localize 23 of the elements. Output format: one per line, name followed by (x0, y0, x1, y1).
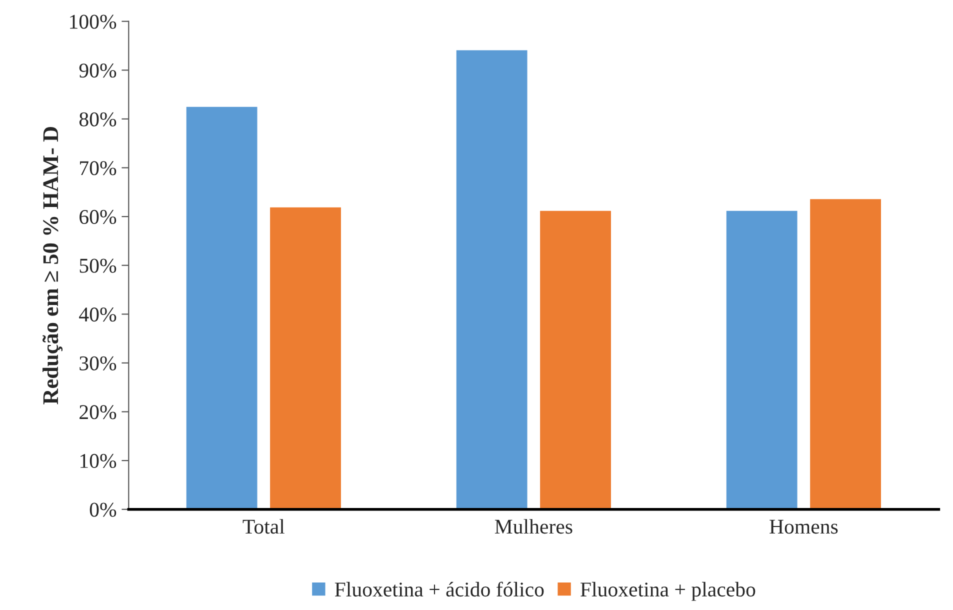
y-tick-label: 70% (80, 161, 116, 176)
y-tick-label: 10% (80, 454, 116, 468)
legend-label: Fluoxetina + placebo (580, 582, 756, 601)
legend-label: Fluoxetina + ácido fólico (334, 582, 544, 597)
bar (540, 210, 611, 510)
bar (270, 207, 341, 510)
x-tick-label: Homens (770, 520, 838, 534)
bar (186, 106, 258, 510)
y-tick-label: 60% (80, 210, 116, 224)
bar (456, 50, 528, 510)
x-tick-label: Mulheres (494, 519, 572, 534)
y-tick-label: 0% (90, 502, 116, 517)
y-tick-label: 80% (79, 112, 116, 126)
y-tick-label: 50% (80, 258, 116, 273)
bar (810, 199, 881, 510)
y-tick-label: 100% (70, 14, 116, 29)
y-tick-label: 40% (79, 308, 116, 322)
x-tick-label: Total (242, 519, 284, 534)
y-tick-label: 20% (80, 405, 116, 420)
bar (726, 210, 798, 510)
y-tick-label: 90% (79, 64, 116, 78)
y-tick-label: 30% (80, 356, 116, 370)
y-axis-title: Redução em ≥ 50 % HAM- D (42, 127, 63, 404)
